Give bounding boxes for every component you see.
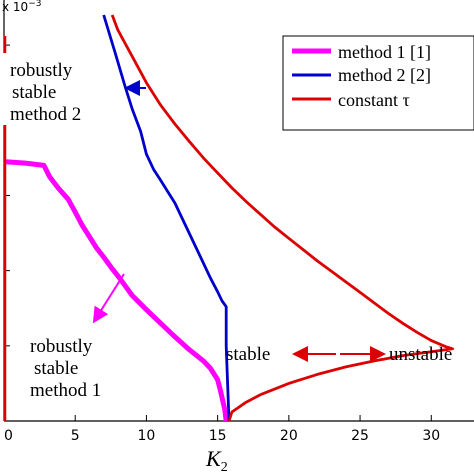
- series-method-1: [3, 159, 229, 422]
- ticks-group: 0 5 10 15 20 25 30: [3, 44, 440, 444]
- legend-label-method-1: method 1 [1]: [338, 42, 431, 62]
- x-tick-label: 30: [422, 428, 440, 444]
- series-group: [3, 14, 455, 422]
- series-constant-tau: [110, 14, 455, 422]
- x-tick-label: 5: [71, 428, 80, 444]
- arrow-method-1: [92, 273, 125, 324]
- legend-label-constant-tau: constant τ: [338, 90, 410, 110]
- x-tick-label: 25: [351, 428, 369, 444]
- x-tick-label: 20: [280, 428, 298, 444]
- annotation-line: robustly: [30, 336, 93, 357]
- legend: method 1 [1] method 2 [2] constant τ: [282, 35, 474, 131]
- x-axis-label: K2: [205, 446, 228, 474]
- annotation-line: stable: [34, 358, 78, 379]
- series-method-2: [102, 14, 231, 422]
- annotation-line: robustly: [10, 60, 73, 81]
- annotation-line: stable: [12, 82, 56, 103]
- annotation-line: method 1: [30, 380, 101, 401]
- x-tick-label: 15: [209, 428, 227, 444]
- annotation-stable: stable: [226, 344, 270, 365]
- annotation-robust-method-1: robustly stable method 1: [30, 336, 101, 401]
- x-tick-label: 0: [4, 428, 13, 444]
- annotation-line: method 2: [10, 104, 81, 125]
- annotation-unstable: unstable: [389, 344, 452, 365]
- annotation-robust-method-2: robustly stable method 2: [0, 53, 100, 125]
- x-tick-label: 10: [138, 428, 156, 444]
- y-exponent-label: x 10−3: [2, 0, 41, 14]
- legend-label-method-2: method 2 [2]: [338, 65, 431, 85]
